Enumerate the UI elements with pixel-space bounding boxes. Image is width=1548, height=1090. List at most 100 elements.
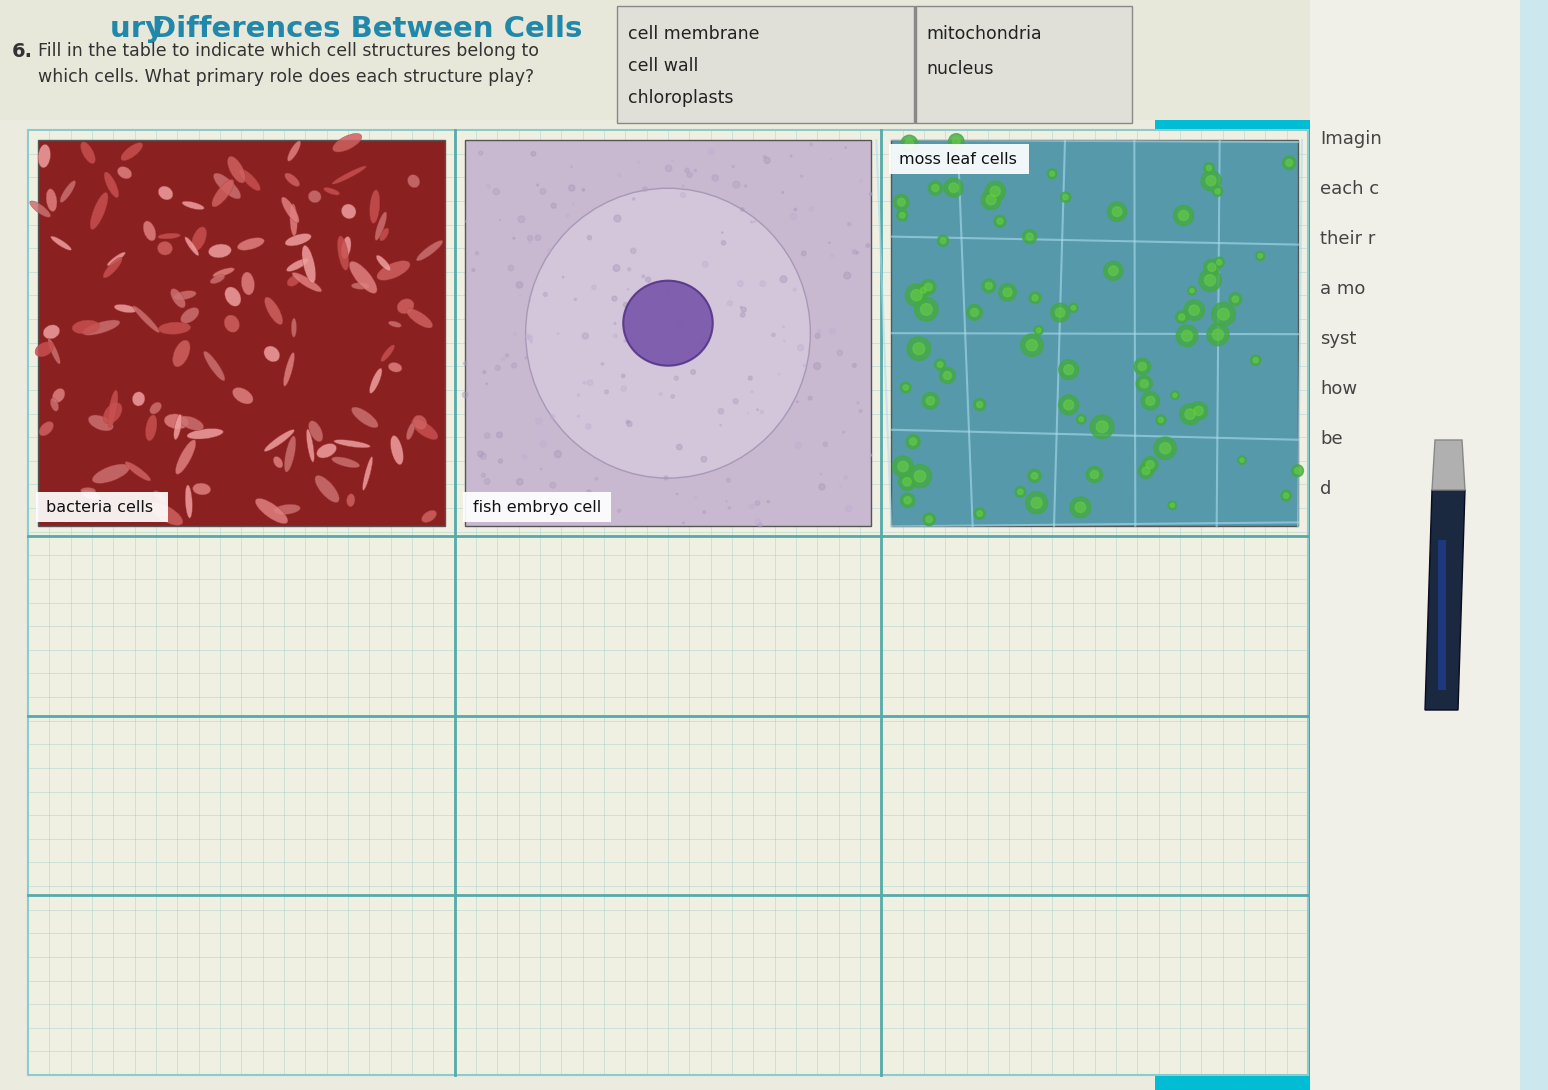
Circle shape (1232, 296, 1238, 302)
Circle shape (669, 358, 673, 363)
Circle shape (1026, 492, 1048, 513)
Circle shape (1020, 334, 1043, 356)
Circle shape (757, 409, 759, 411)
Circle shape (1015, 486, 1026, 497)
Circle shape (577, 393, 579, 397)
Circle shape (797, 344, 803, 351)
Circle shape (907, 337, 930, 361)
Ellipse shape (209, 244, 231, 258)
Circle shape (844, 476, 847, 480)
Circle shape (991, 186, 1000, 196)
Ellipse shape (526, 189, 810, 479)
Circle shape (749, 504, 754, 509)
Circle shape (718, 409, 723, 414)
Circle shape (1063, 195, 1068, 199)
Ellipse shape (82, 490, 101, 499)
Ellipse shape (73, 320, 99, 334)
Circle shape (585, 424, 591, 429)
Circle shape (824, 443, 827, 447)
Circle shape (1146, 397, 1155, 405)
Ellipse shape (286, 258, 308, 271)
Ellipse shape (341, 237, 351, 258)
Circle shape (587, 489, 591, 494)
Circle shape (1070, 303, 1077, 312)
Circle shape (1104, 262, 1122, 280)
Circle shape (1090, 415, 1115, 438)
Circle shape (486, 184, 491, 187)
Circle shape (1031, 497, 1042, 508)
Ellipse shape (370, 190, 379, 223)
Circle shape (853, 363, 856, 367)
Circle shape (977, 511, 983, 517)
Circle shape (512, 363, 517, 368)
Circle shape (540, 189, 546, 194)
Circle shape (1201, 171, 1221, 191)
Circle shape (1060, 192, 1071, 203)
Circle shape (1142, 468, 1150, 474)
Circle shape (480, 453, 486, 459)
Circle shape (853, 250, 856, 254)
Ellipse shape (228, 156, 246, 183)
Circle shape (551, 203, 556, 208)
Circle shape (605, 390, 608, 393)
Circle shape (1087, 467, 1102, 483)
Circle shape (902, 385, 909, 390)
Circle shape (1071, 305, 1076, 310)
Ellipse shape (183, 202, 204, 209)
Circle shape (1026, 233, 1033, 240)
Circle shape (550, 414, 554, 419)
Circle shape (712, 174, 718, 181)
Circle shape (525, 356, 528, 359)
Circle shape (621, 386, 627, 391)
Circle shape (796, 443, 802, 448)
Circle shape (540, 440, 546, 447)
Ellipse shape (90, 193, 108, 229)
Circle shape (531, 152, 536, 156)
Ellipse shape (150, 402, 161, 414)
Ellipse shape (212, 268, 234, 277)
Ellipse shape (104, 402, 122, 424)
Circle shape (985, 181, 1005, 202)
Circle shape (1107, 202, 1127, 221)
Circle shape (789, 214, 796, 220)
FancyBboxPatch shape (464, 140, 872, 526)
Circle shape (910, 290, 923, 301)
Circle shape (901, 135, 918, 152)
FancyBboxPatch shape (463, 493, 610, 522)
Circle shape (622, 374, 625, 377)
Circle shape (1033, 295, 1039, 301)
Circle shape (587, 235, 591, 240)
Circle shape (627, 268, 630, 270)
Circle shape (802, 251, 807, 256)
Ellipse shape (362, 457, 373, 490)
Circle shape (949, 183, 958, 193)
Circle shape (741, 307, 746, 312)
Ellipse shape (416, 241, 443, 261)
Ellipse shape (43, 325, 60, 339)
Text: be: be (1320, 429, 1342, 448)
Circle shape (687, 172, 692, 178)
Circle shape (1113, 207, 1122, 217)
Circle shape (904, 497, 912, 504)
Circle shape (519, 216, 525, 222)
Circle shape (1238, 456, 1246, 464)
Circle shape (1096, 421, 1108, 433)
Ellipse shape (255, 498, 288, 523)
Ellipse shape (46, 189, 57, 211)
Circle shape (642, 275, 644, 278)
Circle shape (901, 493, 915, 508)
Circle shape (1184, 300, 1204, 320)
Circle shape (971, 308, 978, 316)
Circle shape (1251, 355, 1262, 365)
Circle shape (966, 304, 983, 320)
Text: 6.: 6. (12, 43, 33, 61)
Circle shape (1212, 302, 1235, 326)
Circle shape (463, 362, 467, 365)
Circle shape (837, 350, 842, 355)
Circle shape (615, 323, 616, 325)
Ellipse shape (265, 298, 283, 325)
Circle shape (782, 192, 783, 193)
Circle shape (952, 137, 960, 145)
FancyBboxPatch shape (1155, 0, 1354, 1090)
Circle shape (870, 455, 872, 456)
